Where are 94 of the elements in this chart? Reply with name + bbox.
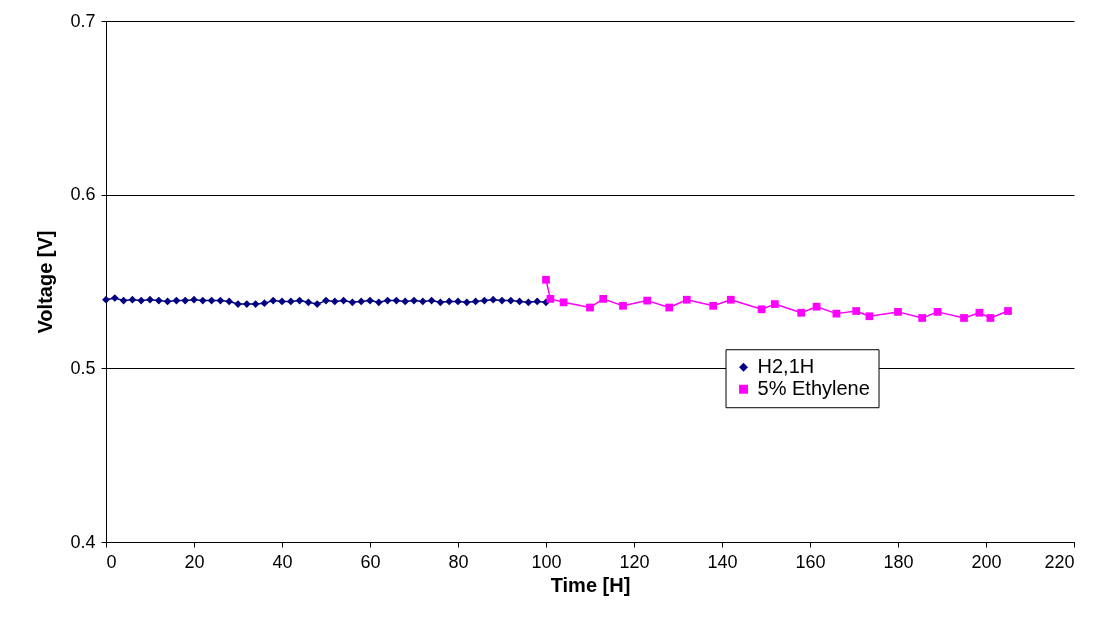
point xyxy=(546,294,555,303)
x-tick-label: 80 xyxy=(448,551,469,572)
point xyxy=(322,296,330,305)
point xyxy=(480,296,489,305)
point xyxy=(163,297,172,306)
x-tick-label: 160 xyxy=(795,551,826,572)
x-tick-label: 40 xyxy=(272,551,293,572)
point xyxy=(374,298,383,307)
point xyxy=(198,296,207,305)
point xyxy=(454,297,462,306)
point xyxy=(865,312,874,321)
point xyxy=(102,295,110,304)
point xyxy=(330,297,339,306)
point xyxy=(726,295,735,304)
point xyxy=(832,309,841,318)
x-tick-label: 20 xyxy=(184,551,205,572)
point xyxy=(471,297,480,306)
point xyxy=(436,298,445,307)
point xyxy=(975,308,984,317)
point xyxy=(933,308,942,316)
x-axis-title: Time [H] xyxy=(550,573,631,596)
point xyxy=(313,300,322,308)
point xyxy=(757,305,766,314)
point xyxy=(286,297,295,306)
point xyxy=(190,295,198,304)
point xyxy=(427,296,436,305)
legend-label: 5% Ethylene xyxy=(757,377,870,400)
point xyxy=(445,297,454,306)
point xyxy=(797,308,806,317)
y-tick-label: 0.5 xyxy=(70,357,96,378)
point xyxy=(894,308,902,316)
x-tick-label: 0 xyxy=(106,551,117,572)
point xyxy=(542,275,550,284)
point xyxy=(304,298,313,307)
point xyxy=(154,296,163,305)
point xyxy=(366,296,374,305)
point xyxy=(401,297,410,306)
x-tick-label: 100 xyxy=(531,551,562,572)
point xyxy=(181,296,190,305)
x-tick-label: 180 xyxy=(883,551,914,572)
point xyxy=(498,296,506,305)
point xyxy=(119,296,128,305)
point xyxy=(242,300,251,308)
y-tick-label: 0.7 xyxy=(70,10,96,31)
point xyxy=(225,297,234,306)
point xyxy=(418,297,427,306)
point xyxy=(410,296,418,305)
point xyxy=(278,297,286,306)
point xyxy=(812,302,821,311)
x-tick-label: 200 xyxy=(971,551,1002,572)
point xyxy=(586,303,594,312)
point xyxy=(295,296,304,305)
point xyxy=(852,307,861,315)
y-tick-label: 0.6 xyxy=(70,184,96,205)
y-tick-label: 0.4 xyxy=(70,531,96,552)
point xyxy=(260,299,269,308)
point xyxy=(339,296,348,305)
point xyxy=(960,314,968,322)
point xyxy=(357,297,366,306)
x-tick-label: 60 xyxy=(360,551,381,572)
point xyxy=(128,295,137,304)
point xyxy=(918,314,927,322)
point xyxy=(619,301,627,310)
point xyxy=(1004,307,1012,315)
point xyxy=(665,303,674,312)
point xyxy=(599,294,608,303)
x-tick-label: 120 xyxy=(619,551,650,572)
y-axis-title: Voltage [V] xyxy=(34,230,57,334)
point xyxy=(137,296,146,305)
point xyxy=(506,296,515,305)
point xyxy=(682,295,691,304)
point xyxy=(269,296,278,305)
point xyxy=(348,298,357,307)
point xyxy=(216,296,225,305)
point xyxy=(559,298,568,307)
point xyxy=(770,300,779,308)
point xyxy=(533,297,542,306)
point xyxy=(489,295,498,304)
point xyxy=(383,296,392,305)
point xyxy=(462,298,471,307)
point xyxy=(515,297,524,306)
point xyxy=(986,314,995,322)
point xyxy=(172,296,181,305)
point xyxy=(709,301,718,310)
x-tick-label: 140 xyxy=(707,551,738,572)
x-tick-label: 220 xyxy=(1044,551,1075,572)
point xyxy=(643,296,652,305)
legend-label: H2,1H xyxy=(757,355,815,378)
point xyxy=(146,295,154,304)
point xyxy=(251,300,260,308)
point xyxy=(110,294,119,302)
point xyxy=(207,296,216,305)
point xyxy=(392,296,401,305)
point xyxy=(524,298,533,307)
